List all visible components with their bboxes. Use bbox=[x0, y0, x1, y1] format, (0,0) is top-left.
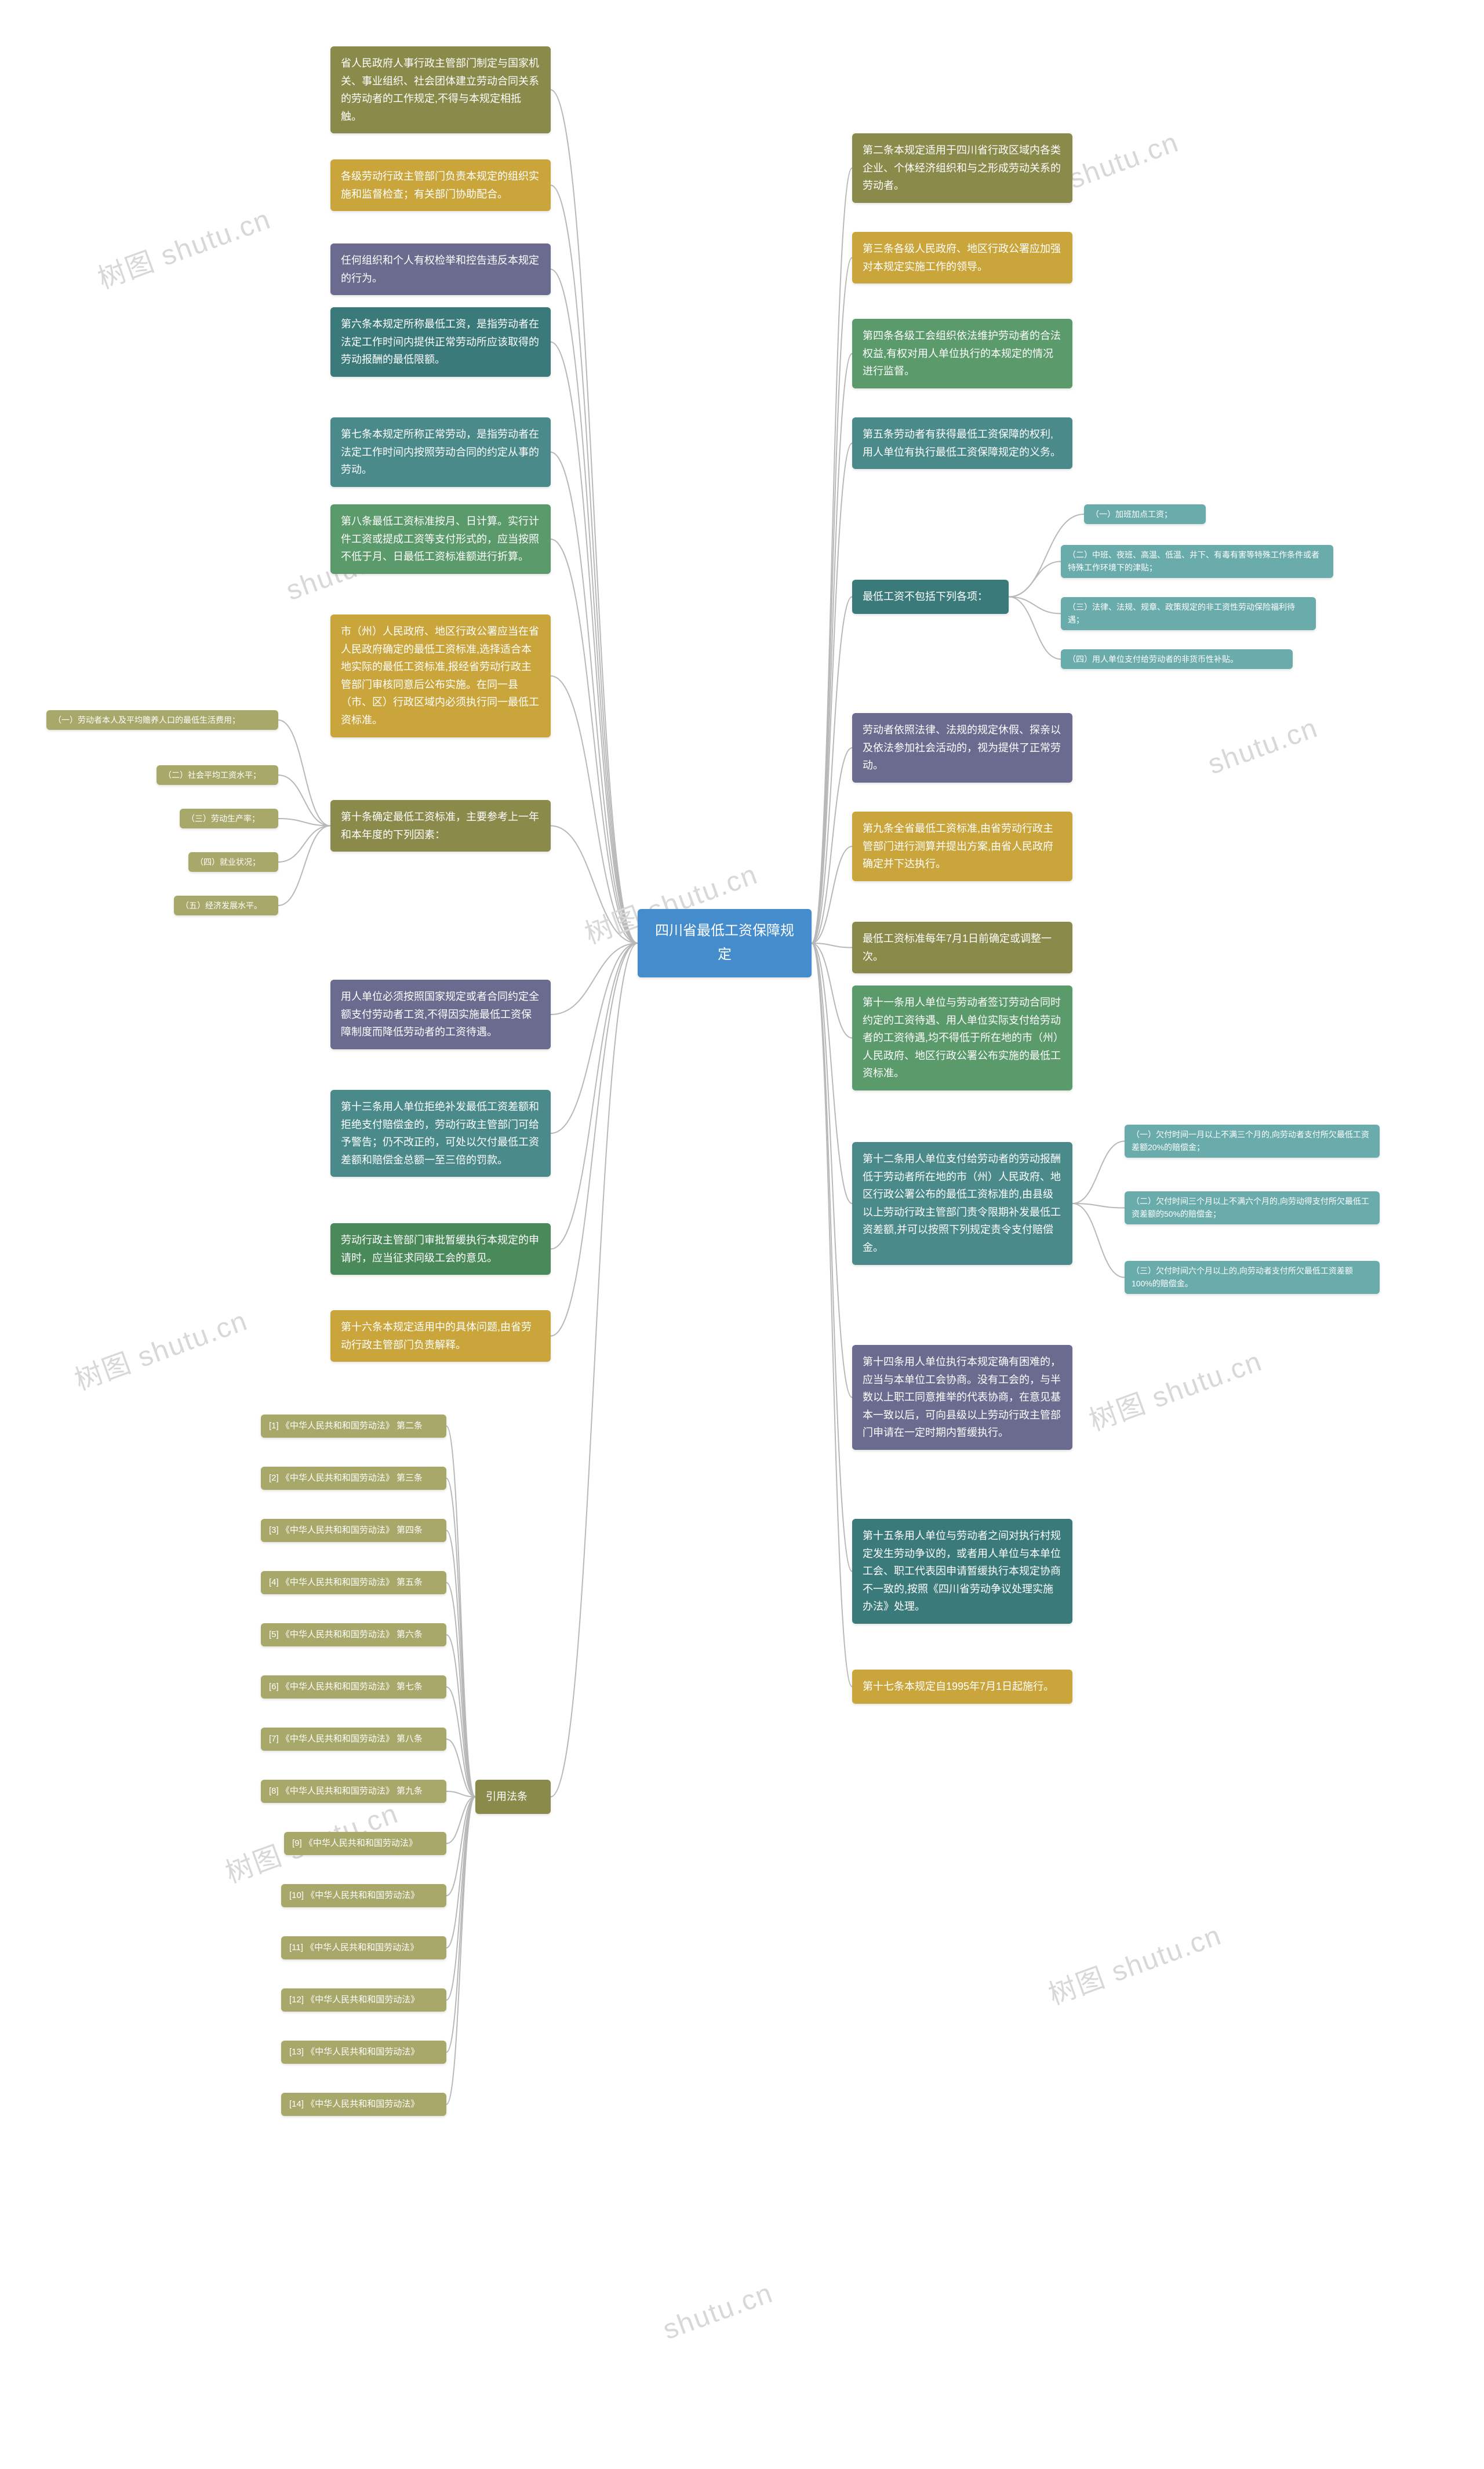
node: [3] 《中华人民共和和国劳动法》 第四条 bbox=[261, 1519, 446, 1542]
node: （二）中班、夜班、高温、低温、井下、有毒有害等特殊工作条件或者特殊工作环境下的津… bbox=[1061, 545, 1333, 578]
node: [13] 《中华人民共和和国劳动法》 bbox=[281, 2041, 446, 2064]
node: [12] 《中华人民共和和国劳动法》 bbox=[281, 1988, 446, 2012]
node-L7: 市（州）人民政府、地区行政公署应当在省人民政府确定的最低工资标准,选择适合本地实… bbox=[330, 614, 551, 737]
node-R13: 第十七条本规定自1995年7月1日起施行。 bbox=[852, 1670, 1072, 1704]
node: （一）欠付时间一月以上不满三个月的,向劳动者支付所欠最低工资差额20%的赔偿金； bbox=[1125, 1125, 1380, 1158]
node-R10: 第十二条用人单位支付给劳动者的劳动报酬低于劳动者所在地的市（州）人民政府、地区行… bbox=[852, 1142, 1072, 1265]
node: [10] 《中华人民共和和国劳动法》 bbox=[281, 1884, 446, 1907]
node-R6: 劳动者依照法律、法规的规定休假、探亲以及依法参加社会活动的，视为提供了正常劳动。 bbox=[852, 713, 1072, 783]
node: （三）劳动生产率； bbox=[180, 809, 278, 828]
node: [5] 《中华人民共和和国劳动法》 第六条 bbox=[261, 1623, 446, 1646]
watermark: 树图 shutu.cn bbox=[1042, 1912, 1226, 2013]
watermark: 树图 shutu.cn bbox=[1082, 1339, 1267, 1439]
node: [6] 《中华人民共和和国劳动法》 第七条 bbox=[261, 1675, 446, 1699]
connector-layer bbox=[0, 0, 1484, 2469]
node-L5: 第七条本规定所称正常劳动，是指劳动者在法定工作时间内按照劳动合同的约定从事的劳动… bbox=[330, 417, 551, 487]
node: （二）社会平均工资水平； bbox=[157, 765, 278, 785]
node: [4] 《中华人民共和和国劳动法》 第五条 bbox=[261, 1571, 446, 1594]
node-L2: 各级劳动行政主管部门负责本规定的组织实施和监督检查；有关部门协助配合。 bbox=[330, 159, 551, 211]
node-L4: 第六条本规定所称最低工资，是指劳动者在法定工作时间内提供正常劳动所应该取得的劳动… bbox=[330, 307, 551, 377]
node-R8: 最低工资标准每年7月1日前确定或调整一次。 bbox=[852, 922, 1072, 973]
watermark: 树图 shutu.cn bbox=[91, 197, 275, 297]
node-R2: 第三条各级人民政府、地区行政公署应加强对本规定实施工作的领导。 bbox=[852, 232, 1072, 283]
node: （四）就业状况； bbox=[188, 852, 278, 872]
node-L1: 省人民政府人事行政主管部门制定与国家机关、事业组织、社会团体建立劳动合同关系的劳… bbox=[330, 46, 551, 133]
node-L13: 引用法条 bbox=[475, 1780, 551, 1814]
watermark: shutu.cn bbox=[659, 2277, 777, 2346]
node-L3: 任何组织和个人有权检举和控告违反本规定的行为。 bbox=[330, 243, 551, 295]
node: 四川省最低工资保障规定 bbox=[638, 909, 812, 977]
node: （一）劳动者本人及平均赡养人口的最低生活费用； bbox=[46, 710, 278, 730]
node: （三）法律、法规、规章、政策规定的非工资性劳动保险福利待遇； bbox=[1061, 597, 1316, 630]
watermark: 树图 shutu.cn bbox=[68, 1298, 252, 1398]
node: （三）欠付时间六个月以上的,向劳动者支付所欠最低工资差额100%的赔偿金。 bbox=[1125, 1261, 1380, 1294]
node-R5: 最低工资不包括下列各项： bbox=[852, 580, 1009, 614]
node-L12: 第十六条本规定适用中的具体问题,由省劳动行政主管部门负责解释。 bbox=[330, 1310, 551, 1362]
node-L6: 第八条最低工资标准按月、日计算。实行计件工资或提成工资等支付形式的，应当按照不低… bbox=[330, 504, 551, 574]
node: [11] 《中华人民共和和国劳动法》 bbox=[281, 1936, 446, 1959]
node: （二）欠付时间三个月以上不满六个月的,向劳动得支付所欠最低工资差额的50%的赔偿… bbox=[1125, 1191, 1380, 1224]
node: [14] 《中华人民共和和国劳动法》 bbox=[281, 2093, 446, 2116]
node: [9] 《中华人民共和和国劳动法》 bbox=[284, 1832, 446, 1855]
node: （四）用人单位支付给劳动者的非货币性补贴。 bbox=[1061, 649, 1293, 669]
node-R3: 第四条各级工会组织依法维护劳动者的合法权益,有权对用人单位执行的本规定的情况进行… bbox=[852, 319, 1072, 388]
watermark: shutu.cn bbox=[1065, 126, 1183, 195]
node: [8] 《中华人民共和和国劳动法》 第九条 bbox=[261, 1780, 446, 1803]
node-R11: 第十四条用人单位执行本规定确有困难的，应当与本单位工会协商。没有工会的，与半数以… bbox=[852, 1345, 1072, 1450]
node-L8: 第十条确定最低工资标准，主要参考上一年和本年度的下列因素： bbox=[330, 800, 551, 852]
node: （一）加班加点工资； bbox=[1084, 504, 1206, 524]
node-R7: 第九条全省最低工资标准,由省劳动行政主管部门进行测算并提出方案,由省人民政府确定… bbox=[852, 812, 1072, 881]
node: [1] 《中华人民共和和国劳动法》 第二条 bbox=[261, 1415, 446, 1438]
node: [2] 《中华人民共和和国劳动法》 第三条 bbox=[261, 1467, 446, 1490]
node-R9: 第十一条用人单位与劳动者签订劳动合同时约定的工资待遇、用人单位实际支付给劳动者的… bbox=[852, 986, 1072, 1090]
node: [7] 《中华人民共和和国劳动法》 第八条 bbox=[261, 1728, 446, 1751]
node-R12: 第十五条用人单位与劳动者之间对执行村规定发生劳动争议的，或者用人单位与本单位工会… bbox=[852, 1519, 1072, 1624]
node-L10: 第十三条用人单位拒绝补发最低工资差额和拒绝支付赔偿金的，劳动行政主管部门可给予警… bbox=[330, 1090, 551, 1177]
node-R4: 第五条劳动者有获得最低工资保障的权利,用人单位有执行最低工资保障规定的义务。 bbox=[852, 417, 1072, 469]
node-R1: 第二条本规定适用于四川省行政区域内各类企业、个体经济组织和与之形成劳动关系的劳动… bbox=[852, 133, 1072, 203]
node-L11: 劳动行政主管部门审批暂缓执行本规定的申请时，应当征求同级工会的意见。 bbox=[330, 1223, 551, 1275]
node-L9: 用人单位必须按照国家规定或者合同约定全额支付劳动者工资,不得因实施最低工资保障制… bbox=[330, 980, 551, 1049]
watermark: shutu.cn bbox=[1204, 712, 1322, 781]
node: （五）经济发展水平。 bbox=[174, 896, 278, 915]
